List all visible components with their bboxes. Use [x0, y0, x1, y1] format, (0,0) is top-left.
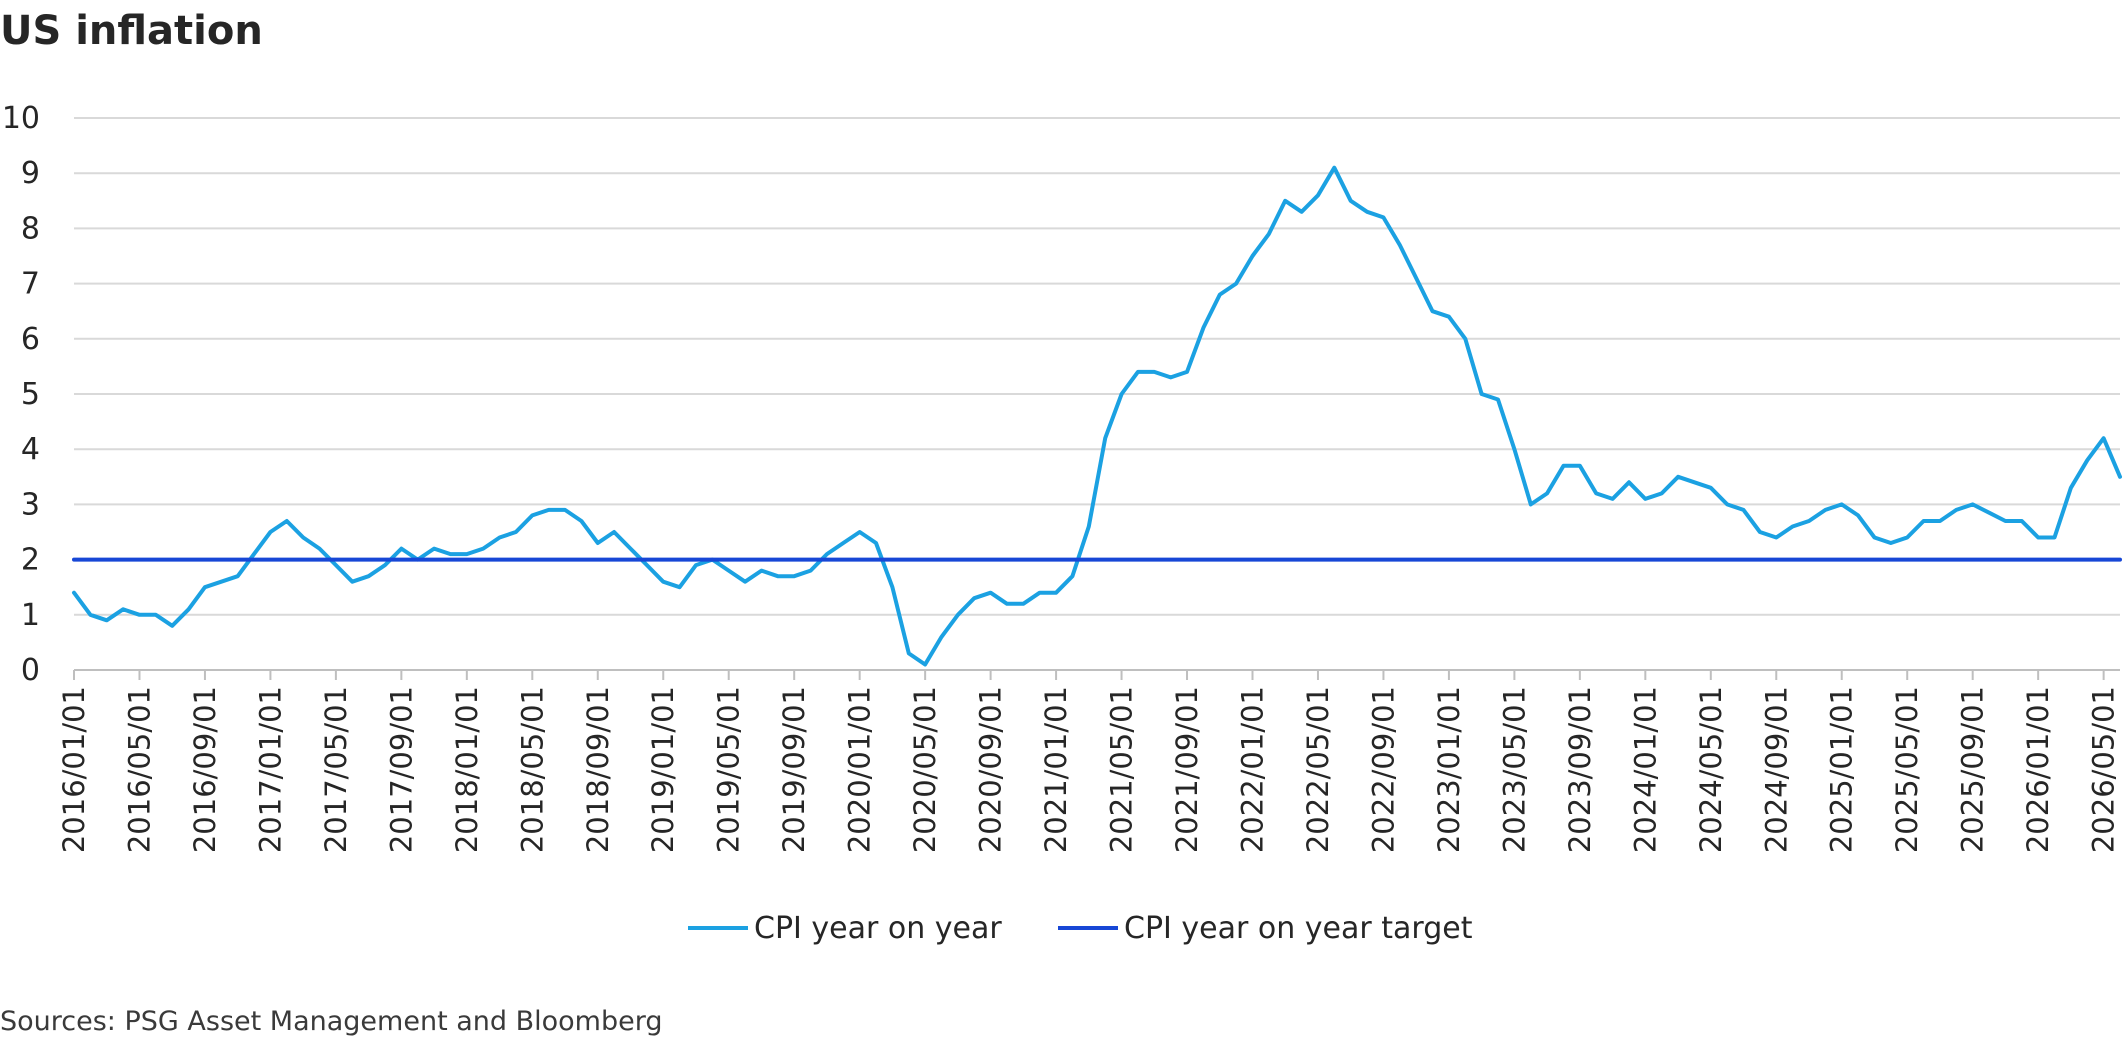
- x-tick-label: 2024/05/01: [1694, 686, 1728, 853]
- x-tick-label: 2021/05/01: [1105, 686, 1139, 853]
- x-tick-label: 2019/05/01: [712, 686, 746, 853]
- legend-label: CPI year on year target: [1124, 911, 1473, 946]
- x-tick-label: 2024/01/01: [1628, 686, 1662, 853]
- y-tick-label: 8: [21, 211, 40, 246]
- x-tick-label: 2017/09/01: [384, 686, 418, 853]
- x-tick-label: 2020/05/01: [908, 686, 942, 853]
- source-note: Sources: PSG Asset Management and Bloomb…: [0, 1006, 663, 1037]
- x-tick-label: 2025/01/01: [1825, 686, 1859, 853]
- x-tick-label: 2022/09/01: [1366, 686, 1400, 853]
- x-tick-label: 2025/09/01: [1956, 686, 1990, 853]
- x-tick-label: 2019/09/01: [777, 686, 811, 853]
- y-tick-label: 4: [21, 432, 40, 467]
- y-tick-label: 3: [21, 487, 40, 522]
- x-tick-label: 2016/09/01: [188, 686, 222, 853]
- legend-label: CPI year on year: [754, 911, 1002, 946]
- inflation-line-chart: 0 1 2 3 4 5 6 7 8 9 10 2016/01/01 2016/05/01 2016/09…: [2, 101, 2122, 946]
- series-line-cpi-yoy: [72, 165, 2122, 667]
- y-tick-label: 10: [2, 101, 40, 136]
- x-tick-label: 2021/09/01: [1170, 686, 1204, 853]
- y-tick-label: 5: [21, 377, 40, 412]
- gridlines: [74, 117, 2120, 616]
- x-axis: [73, 669, 2120, 680]
- chart-title: US inflation: [0, 8, 263, 54]
- x-tick-label: 2018/05/01: [515, 686, 549, 853]
- legend: CPI year on year CPI year on year target: [688, 911, 1473, 946]
- y-tick-label: 9: [21, 156, 40, 191]
- x-tick-label: 2020/01/01: [843, 686, 877, 853]
- x-tick-label: 2021/01/01: [1039, 686, 1073, 853]
- x-tick-label: 2019/01/01: [646, 686, 680, 853]
- x-tick-label: 2017/05/01: [319, 686, 353, 853]
- y-tick-label: 2: [21, 543, 40, 578]
- x-tick-label: 2024/09/01: [1759, 686, 1793, 853]
- y-axis-tick-labels: 0 1 2 3 4 5 6 7 8 9 10: [2, 101, 40, 688]
- x-tick-label: 2026/05/01: [2087, 686, 2121, 853]
- x-tick-label: 2026/01/01: [2021, 686, 2055, 853]
- x-tick-label: 2023/01/01: [1432, 686, 1466, 853]
- y-tick-label: 0: [21, 653, 40, 688]
- series-lines: [72, 165, 2122, 667]
- x-tick-label: 2020/09/01: [974, 686, 1008, 853]
- y-tick-label: 1: [21, 598, 40, 633]
- y-tick-label: 6: [21, 322, 40, 357]
- x-tick-label: 2018/09/01: [581, 686, 615, 853]
- x-tick-label: 2018/01/01: [450, 686, 484, 853]
- y-tick-label: 7: [21, 267, 40, 302]
- x-tick-label: 2016/05/01: [122, 686, 156, 853]
- x-tick-label: 2025/05/01: [1890, 686, 1924, 853]
- x-tick-label: 2023/05/01: [1497, 686, 1531, 853]
- x-tick-label: 2023/09/01: [1563, 686, 1597, 853]
- x-tick-label: 2016/01/01: [57, 686, 91, 853]
- x-tick-label: 2022/05/01: [1301, 686, 1335, 853]
- x-tick-label: 2017/01/01: [253, 686, 287, 853]
- x-tick-label: 2022/01/01: [1235, 686, 1269, 853]
- x-axis-tick-labels: 2016/01/01 2016/05/01 2016/09/01 2017/01/01…: [57, 686, 2121, 853]
